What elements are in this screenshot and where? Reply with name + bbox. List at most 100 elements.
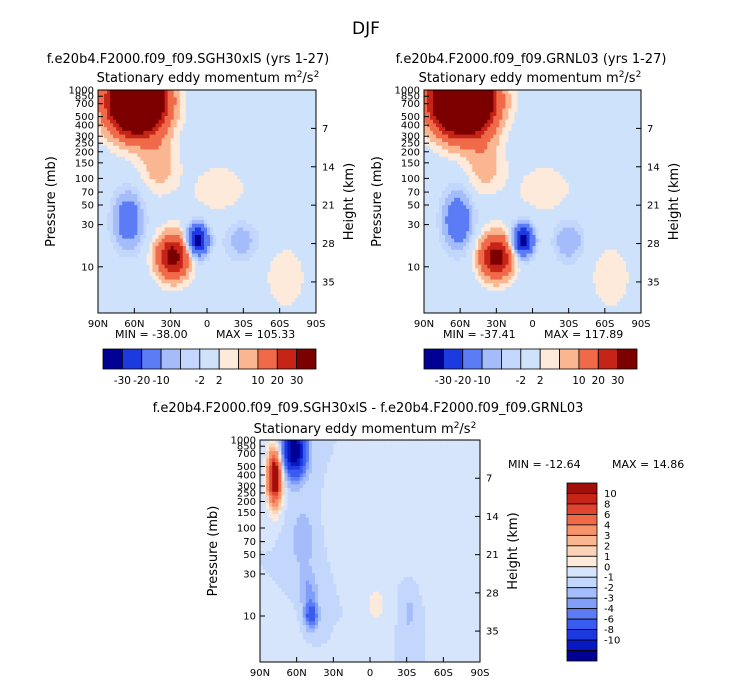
height-tick-label: 14 (647, 162, 660, 173)
colorbar-swatch (442, 348, 464, 370)
y-tick-label: 10 (407, 262, 420, 273)
height-tick-label: 14 (486, 512, 499, 523)
x-tick-label: 60N (124, 319, 144, 330)
colorbar-swatch (566, 545, 598, 557)
colorbar-label: -6 (604, 615, 614, 626)
height-axis-label: Height (km) (667, 163, 682, 240)
colorbar-swatch (566, 503, 598, 515)
y-tick-label: 30 (243, 570, 256, 581)
y-tick-label: 70 (243, 537, 256, 548)
contour-field (260, 440, 480, 662)
y-tick-label: 300 (237, 482, 256, 493)
colorbar-label: -20 (454, 375, 471, 387)
y-tick-label: 250 (401, 139, 420, 150)
colorbar-label: -3 (604, 594, 614, 605)
y-axis-label: Pressure (mb) (370, 156, 385, 247)
colorbar-swatch (566, 576, 598, 589)
field-title: Stationary eddy momentum m2/s2 (419, 70, 642, 86)
colorbar-swatch (566, 482, 598, 494)
colorbar-swatch (597, 348, 619, 370)
field-title: Stationary eddy momentum m2/s2 (254, 421, 477, 437)
colorbar-label: -2 (516, 375, 526, 387)
x-tick-label: 60S (595, 319, 614, 330)
x-tick-label: 90S (470, 668, 489, 679)
colorbar-label: 0 (604, 562, 610, 573)
colorbar-swatch (423, 348, 444, 370)
panel-sgh30: f.e20b4.F2000.f09_f09.SGH30xlS (yrs 1-27… (44, 52, 357, 387)
y-tick-label: 300 (75, 132, 94, 143)
height-tick-label: 7 (322, 124, 328, 135)
colorbar-swatch (520, 348, 541, 370)
colorbar-swatch (566, 618, 598, 630)
run-title: f.e20b4.F2000.f09_f09.SGH30xlS - f.e20b4… (153, 401, 584, 416)
colorbar-swatch (276, 348, 298, 370)
height-axis-label: Height (km) (342, 163, 357, 240)
colorbar-swatch (257, 348, 278, 370)
contour-field (98, 90, 316, 313)
colorbar-swatch (238, 348, 259, 370)
colorbar-label: -2 (195, 375, 205, 387)
colorbar-label: -2 (604, 583, 614, 594)
colorbar-label: 20 (592, 375, 605, 387)
colorbar-label: -1 (604, 573, 614, 584)
colorbar-swatch (566, 524, 598, 536)
colorbar-label: 3 (604, 531, 610, 542)
figure-title: DJF (352, 19, 380, 39)
y-axis-label: Pressure (mb) (44, 156, 59, 247)
colorbar-swatch (160, 348, 181, 370)
min-label: MIN = -12.64 (508, 458, 581, 471)
max-label: MAX = 14.86 (612, 458, 684, 471)
colorbar-swatch (617, 348, 638, 370)
height-tick-label: 28 (647, 239, 660, 250)
colorbar: -30 -20 -10 -2 2 10 20 30 (423, 348, 638, 387)
y-tick-label: 400 (75, 121, 94, 132)
y-tick-label: 400 (237, 471, 256, 482)
contour-field (424, 90, 641, 313)
max-label: MAX = 117.89 (544, 328, 623, 341)
colorbar-label: -4 (604, 604, 614, 615)
colorbar-swatch (566, 629, 598, 641)
colorbar-label: 10 (604, 489, 617, 500)
height-tick-label: 21 (322, 201, 335, 212)
y-tick-label: 70 (81, 188, 94, 199)
colorbar-label: 4 (604, 520, 610, 531)
min-label: MIN = -37.41 (443, 328, 516, 341)
colorbar-swatch (566, 639, 598, 651)
colorbar-swatch (121, 348, 143, 370)
y-tick-label: 500 (75, 112, 94, 123)
colorbar-label: 8 (604, 499, 610, 510)
x-tick-label: 0 (367, 668, 373, 679)
height-tick-label: 35 (647, 277, 660, 288)
colorbar-swatch (566, 587, 598, 599)
contour-plot (424, 90, 641, 313)
x-tick-label: 30S (559, 319, 578, 330)
y-tick-label: 700 (75, 99, 94, 110)
height-tick-label: 35 (486, 627, 499, 638)
colorbar-label: -20 (133, 375, 150, 387)
y-tick-label: 250 (237, 488, 256, 499)
y-tick-label: 150 (75, 158, 94, 169)
colorbar-swatch (566, 608, 598, 620)
y-tick-label: 100 (237, 523, 256, 534)
height-tick-label: 21 (647, 201, 660, 212)
colorbar-swatch (566, 566, 598, 578)
colorbar-swatch (218, 348, 239, 370)
colorbar-swatch (566, 555, 598, 568)
y-tick-label: 30 (407, 220, 420, 231)
colorbar-swatch (566, 514, 598, 526)
colorbar-swatch (566, 493, 598, 505)
y-tick-label: 50 (407, 200, 420, 211)
y-tick-label: 70 (407, 188, 420, 199)
y-tick-label: 50 (243, 550, 256, 561)
colorbar-label: 2 (537, 375, 544, 387)
colorbar-label: 20 (271, 375, 284, 387)
y-tick-label: 500 (401, 112, 420, 123)
field-title: Stationary eddy momentum m2/s2 (97, 70, 320, 86)
colorbar-swatch (296, 348, 317, 370)
x-tick-label: 30N (161, 319, 181, 330)
height-tick-label: 28 (486, 588, 499, 599)
y-tick-label: 850 (401, 92, 420, 103)
x-tick-label: 60S (270, 319, 289, 330)
